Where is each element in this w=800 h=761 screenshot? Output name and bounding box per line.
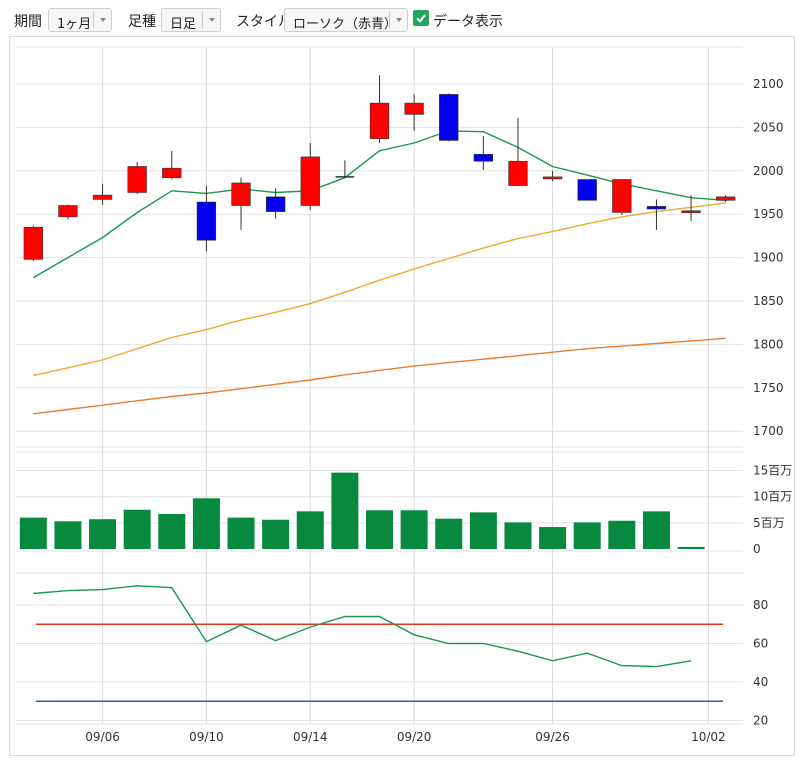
chevron-down-icon (396, 18, 402, 22)
volume-bar (400, 510, 428, 549)
price-tick-label: 2050 (753, 120, 784, 134)
candle-body (92, 194, 113, 200)
volume-tick-label: 0 (753, 542, 761, 556)
oscillator-tick-label: 40 (753, 675, 768, 689)
period-select[interactable]: 1ヶ月 (48, 8, 112, 32)
volume-bar (54, 521, 82, 549)
volume-tick-label: 10百万 (753, 490, 792, 504)
volume-tick-label: 15百万 (753, 464, 792, 478)
candle-body (508, 160, 528, 186)
interval-select[interactable]: 日足 (161, 8, 221, 32)
chevron-down-icon (209, 18, 215, 22)
check-icon (416, 14, 426, 23)
volume-bar (642, 511, 670, 549)
date-tick-label: 10/02 (691, 730, 726, 744)
price-tick-label: 1850 (753, 294, 784, 308)
candle-body (162, 167, 182, 179)
volume-bar (19, 517, 47, 549)
oscillator-chart (33, 585, 723, 703)
style-label: スタイル (236, 14, 292, 30)
price-tick-label: 1900 (753, 251, 784, 265)
price-tick-label: 1700 (753, 424, 784, 438)
candle-body (127, 166, 147, 193)
price-chart (23, 75, 736, 415)
grid-lines (16, 46, 743, 725)
ma-long-line (33, 337, 726, 415)
candle-body (577, 179, 597, 201)
volume-bar (608, 520, 636, 549)
volume-bar (573, 522, 601, 549)
date-tick-label: 09/14 (293, 730, 328, 744)
candle-body (265, 196, 286, 212)
oscillator-line (33, 585, 692, 668)
candle-body (646, 206, 667, 210)
style-select[interactable]: ローソク（赤青） (284, 8, 408, 32)
price-tick-label: 2100 (753, 77, 784, 91)
oscillator-tick-label: 20 (753, 714, 768, 728)
candle-body (231, 182, 251, 206)
volume-bar (192, 498, 220, 549)
oscillator-tick-label: 80 (753, 598, 768, 612)
volume-bar (227, 517, 255, 549)
volume-bar (539, 527, 567, 549)
interval-label: 足種 (128, 14, 156, 30)
volume-bar (504, 522, 532, 549)
price-tick-label: 1800 (753, 337, 784, 351)
candle-body (439, 94, 459, 141)
price-tick-label: 1750 (753, 381, 784, 395)
interval-select-value: 日足 (170, 17, 197, 32)
volume-bar (677, 546, 705, 549)
volume-bar (262, 519, 290, 549)
volume-bar (158, 513, 186, 549)
style-select-separator (389, 12, 390, 28)
volume-bar (469, 512, 497, 549)
date-tick-label: 09/20 (397, 730, 432, 744)
candle-body (196, 201, 217, 241)
volume-bar (365, 510, 394, 549)
candle-body (681, 210, 701, 214)
period-select-value: 1ヶ月 (57, 17, 92, 32)
volume-bar (331, 472, 359, 549)
volume-bar (89, 519, 117, 549)
date-tick-label: 09/26 (535, 730, 570, 744)
axis-labels: 2100 2050 2000 1950 1900 1850 1800 1750 1700 15百万… (85, 77, 792, 744)
candle-body (58, 205, 78, 218)
ma-mid-line (33, 202, 726, 377)
volume-bar (123, 509, 151, 549)
style-select-value: ローソク（赤青） (293, 17, 398, 32)
price-tick-label: 1950 (753, 207, 784, 221)
candle-body (300, 156, 320, 206)
volume-bar (435, 518, 463, 549)
period-select-separator (93, 12, 94, 28)
chevron-down-icon (100, 18, 106, 22)
candle-body (612, 179, 632, 213)
volume-tick-label: 5百万 (753, 516, 785, 530)
price-tick-label: 2000 (753, 164, 784, 178)
show-data-checkbox[interactable] (413, 10, 429, 26)
candle-body (404, 102, 424, 115)
candle-body (23, 226, 43, 260)
period-label: 期間 (14, 14, 42, 30)
volume-bar (296, 511, 324, 549)
interval-select-separator (202, 12, 203, 28)
date-tick-label: 09/10 (189, 730, 224, 744)
oscillator-tick-label: 60 (753, 637, 768, 651)
date-tick-label: 09/06 (85, 730, 120, 744)
show-data-label[interactable]: データ表示 (433, 14, 503, 30)
candle-body (369, 102, 390, 139)
chart-frame (9, 36, 795, 756)
ma-short-line (32, 130, 726, 279)
volume-chart (19, 472, 705, 549)
chart-toolbar: 期間 1ヶ月 足種 日足 スタイル ローソク（赤青） データ表示 (0, 0, 800, 42)
candle-body (473, 154, 494, 162)
candle-body (542, 176, 563, 180)
candle-body (716, 196, 736, 201)
